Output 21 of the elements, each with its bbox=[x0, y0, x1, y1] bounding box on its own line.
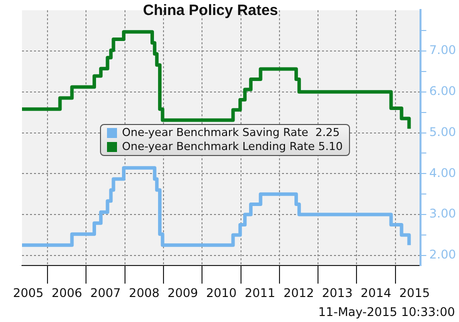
legend-label: One-year Benchmark Saving Rate 2.25 bbox=[122, 126, 340, 140]
x-tick-label: 2007 bbox=[90, 286, 121, 300]
legend-label: One-year Benchmark Lending Rate 5.10 bbox=[122, 140, 343, 154]
x-tick-label: 2008 bbox=[128, 286, 160, 300]
text: 11-May-2015 10:33:00 bbox=[318, 305, 455, 319]
x-tick-label: 2010 bbox=[206, 286, 237, 300]
chart-title: China Policy Rates bbox=[142, 2, 280, 19]
x-tick-label: 2011 bbox=[244, 286, 276, 300]
y-tick-label: 2.00 bbox=[429, 248, 456, 262]
y-tick-label: 6.00 bbox=[429, 84, 456, 98]
x-tick-label: 2015 bbox=[399, 286, 430, 300]
x-tick-label: 2013 bbox=[322, 286, 353, 300]
x-tick-label: 2005 bbox=[12, 286, 44, 300]
y-tick-label: 4.00 bbox=[429, 166, 456, 180]
y-tick-label: 3.00 bbox=[429, 206, 456, 221]
x-tick-label: 2009 bbox=[168, 286, 198, 300]
y-tick-label: 7.00 bbox=[429, 43, 456, 58]
x-tick-label: 2012 bbox=[283, 286, 314, 300]
y-tick-label: 5.00 bbox=[429, 124, 456, 139]
x-tick-label: 2006 bbox=[52, 286, 82, 300]
x-tick-label: 2014 bbox=[360, 286, 392, 300]
